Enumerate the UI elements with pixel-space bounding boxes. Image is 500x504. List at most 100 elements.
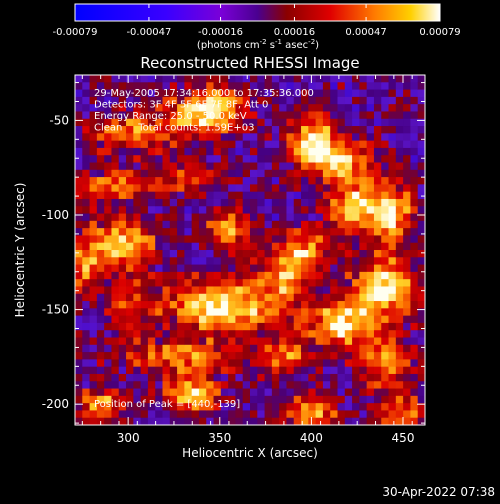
heatmap-pixel <box>177 373 185 382</box>
heatmap-pixel <box>250 242 258 251</box>
heatmap-pixel <box>286 177 295 185</box>
heatmap-pixel <box>271 118 280 127</box>
heatmap-pixel <box>191 373 200 382</box>
heatmap-pixel <box>279 293 287 302</box>
heatmap-pixel <box>250 293 258 302</box>
heatmap-pixel <box>198 308 207 317</box>
heatmap-pixel <box>111 133 120 142</box>
heatmap-pixel <box>155 220 163 229</box>
heatmap-pixel <box>140 366 149 375</box>
heatmap-pixel <box>147 213 156 222</box>
heatmap-pixel <box>337 344 346 353</box>
heatmap-pixel <box>352 417 360 426</box>
heatmap-pixel <box>162 228 171 236</box>
heatmap-pixel <box>162 111 171 120</box>
heatmap-pixel <box>118 118 127 127</box>
heatmap-pixel <box>264 220 273 229</box>
heatmap-pixel <box>126 359 134 368</box>
heatmap-pixel <box>373 264 382 273</box>
heatmap-pixel <box>177 293 185 302</box>
heatmap-pixel <box>177 322 185 331</box>
heatmap-pixel <box>184 242 193 251</box>
heatmap-pixel <box>184 228 193 236</box>
heatmap-pixel <box>315 96 324 105</box>
heatmap-pixel <box>75 89 83 98</box>
heatmap-pixel <box>250 191 258 200</box>
heatmap-pixel <box>308 140 317 149</box>
heatmap-pixel <box>75 96 83 105</box>
heatmap-pixel <box>315 388 324 397</box>
heatmap-pixel <box>191 104 200 112</box>
heatmap-pixel <box>417 293 426 302</box>
heatmap-pixel <box>410 213 419 222</box>
heatmap-pixel <box>264 395 273 404</box>
heatmap-pixel <box>352 220 360 229</box>
heatmap-pixel <box>257 220 265 229</box>
heatmap-pixel <box>322 403 331 411</box>
heatmap-pixel <box>111 169 120 178</box>
heatmap-pixel <box>89 359 98 368</box>
heatmap-pixel <box>191 257 200 265</box>
heatmap-pixel <box>286 242 295 251</box>
heatmap-pixel <box>417 177 426 185</box>
heatmap-pixel <box>359 104 368 112</box>
heatmap-pixel <box>191 322 200 331</box>
heatmap-pixel <box>118 126 127 134</box>
heatmap-pixel <box>133 111 142 120</box>
heatmap-pixel <box>308 220 317 229</box>
heatmap-pixel <box>301 352 309 360</box>
heatmap-pixel <box>228 111 236 120</box>
heatmap-pixel <box>242 366 251 375</box>
heatmap-pixel <box>301 184 309 193</box>
heatmap-pixel <box>330 140 338 149</box>
heatmap-pixel <box>177 111 185 120</box>
heatmap-pixel <box>111 381 120 389</box>
heatmap-pixel <box>184 410 193 419</box>
heatmap-pixel <box>271 308 280 317</box>
heatmap-pixel <box>111 257 120 265</box>
heatmap-pixel <box>82 228 90 236</box>
heatmap-pixel <box>417 228 426 236</box>
heatmap-pixel <box>133 82 142 90</box>
heatmap-pixel <box>140 89 149 98</box>
heatmap-pixel <box>75 322 83 331</box>
heatmap-pixel <box>381 213 389 222</box>
heatmap-pixel <box>417 96 426 105</box>
heatmap-pixel <box>410 89 419 98</box>
heatmap-pixel <box>89 191 98 200</box>
heatmap-pixel <box>279 381 287 389</box>
heatmap-pixel <box>82 271 90 280</box>
heatmap-pixel <box>213 198 222 207</box>
heatmap-pixel <box>264 206 273 214</box>
heatmap-pixel <box>191 96 200 105</box>
heatmap-pixel <box>220 75 229 83</box>
heatmap-pixel <box>344 264 353 273</box>
heatmap-pixel <box>140 111 149 120</box>
heatmap-pixel <box>177 213 185 222</box>
heatmap-pixel <box>330 235 338 244</box>
heatmap-pixel <box>293 118 302 127</box>
heatmap-pixel <box>286 140 295 149</box>
heatmap-pixel <box>198 126 207 134</box>
heatmap-pixel <box>352 213 360 222</box>
heatmap-pixel <box>403 301 411 309</box>
heatmap-pixel <box>96 257 105 265</box>
heatmap-pixel <box>220 126 229 134</box>
heatmap-pixel <box>235 359 244 368</box>
heatmap-pixel <box>82 111 90 120</box>
heatmap-pixel <box>184 388 193 397</box>
heatmap-pixel <box>235 111 244 120</box>
heatmap-pixel <box>279 279 287 287</box>
heatmap-pixel <box>206 337 214 346</box>
heatmap-pixel <box>322 104 331 112</box>
heatmap-pixel <box>417 264 426 273</box>
heatmap-pixel <box>395 403 404 411</box>
heatmap-pixel <box>352 118 360 127</box>
heatmap-pixel <box>169 155 178 163</box>
heatmap-pixel <box>198 388 207 397</box>
heatmap-pixel <box>191 235 200 244</box>
heatmap-pixel <box>301 403 309 411</box>
heatmap-pixel <box>352 359 360 368</box>
heatmap-pixel <box>155 184 163 193</box>
heatmap-pixel <box>279 344 287 353</box>
